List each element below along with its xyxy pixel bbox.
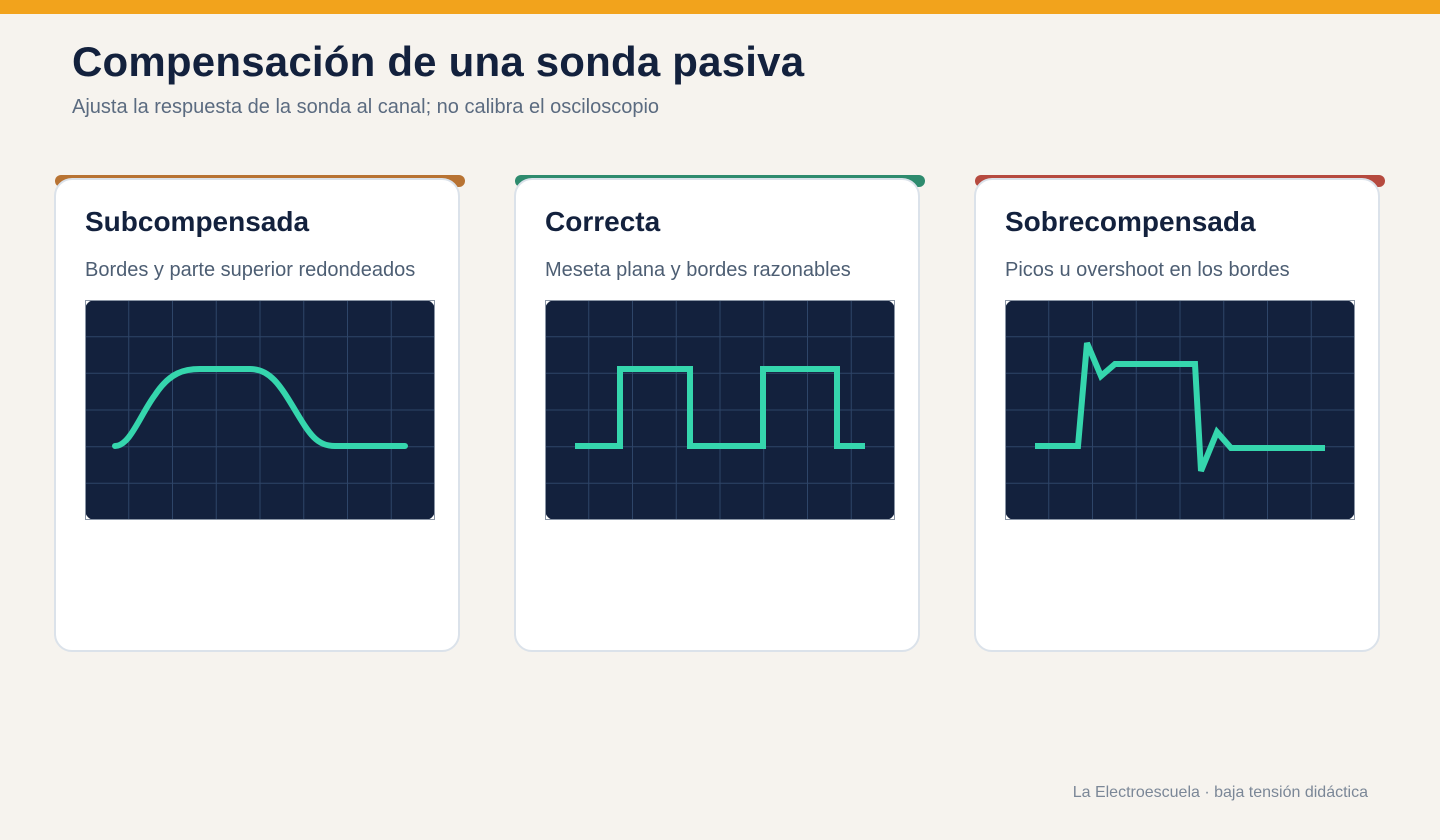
waveform-trace xyxy=(1035,341,1325,473)
card-description: Picos u overshoot en los bordes xyxy=(1005,259,1290,281)
card-correct: Correcta Meseta plana y bordes razonable… xyxy=(514,178,920,652)
waveform-trace xyxy=(575,366,865,449)
oscilloscope-screen-correct xyxy=(545,300,895,520)
footer-credit: La Electroescuela · baja tensión didácti… xyxy=(1072,784,1368,801)
card-title: Sobrecompensada xyxy=(1005,206,1256,237)
card-title: Subcompensada xyxy=(85,206,310,237)
card-overcompensated: Sobrecompensada Picos u overshoot en los… xyxy=(974,178,1380,652)
card-undercompensated: Subcompensada Bordes y parte superior re… xyxy=(54,178,460,652)
card-description: Meseta plana y bordes razonables xyxy=(545,259,851,281)
card-title: Correcta xyxy=(545,206,661,237)
oscilloscope-screen-over xyxy=(1005,300,1355,520)
top-accent-bar xyxy=(0,0,1440,14)
oscilloscope-screen-under xyxy=(85,300,435,520)
page-title: Compensación de una sonda pasiva xyxy=(72,38,805,85)
card-description: Bordes y parte superior redondeados xyxy=(85,259,416,281)
waveform-trace xyxy=(112,366,408,449)
page-subtitle: Ajusta la respuesta de la sonda al canal… xyxy=(72,96,660,118)
